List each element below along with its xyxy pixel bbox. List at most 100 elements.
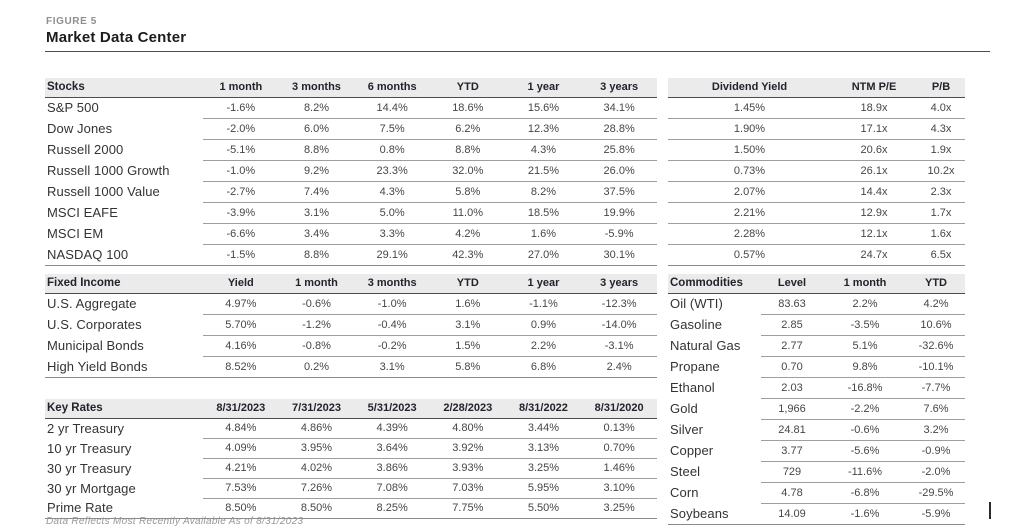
cell-value: 8.25% (354, 498, 430, 519)
row-label: U.S. Corporates (47, 317, 142, 332)
cell-value: 1.45% (668, 97, 831, 119)
table-row: 30 yr Treasury 4.21% 4.02% 3.86% 3.93% 3.25% 1… (45, 458, 657, 479)
column-header: 3 years (581, 274, 657, 294)
cell-value: -16.8% (823, 377, 907, 399)
cell-value: 5.1% (823, 335, 907, 357)
table-row: 0.57% 24.7x 6.5x (668, 244, 965, 266)
cell-value: 3.2% (907, 419, 965, 441)
cell-value: -1.6% (203, 97, 279, 119)
table-header-row: Commodities Level 1 month YTD (668, 274, 965, 294)
cell-value: -29.5% (907, 482, 965, 504)
cell-value: -1.1% (505, 293, 582, 315)
row-label: Silver (670, 422, 704, 437)
cell-value: 2.85 (761, 314, 823, 336)
cell-value: 6.5x (917, 244, 965, 266)
cell-value: 2.2% (823, 293, 907, 315)
cell-value: 1.9x (917, 139, 965, 161)
valuation-table: Dividend Yield NTM P/E P/B 1.45% 18.9x 4.0x 1… (668, 78, 965, 266)
cell-value: 10.6% (907, 314, 965, 336)
cell-value: 8.50% (278, 498, 355, 519)
table-row: Russell 1000 Value -2.7% 7.4% 4.3% 5.8% 8.2% 3… (45, 181, 657, 203)
cell-value: 14.09 (761, 503, 823, 525)
cell-value: 7.4% (278, 181, 355, 203)
table-row: 2.21% 12.9x 1.7x (668, 202, 965, 224)
table-row: Dow Jones -2.0% 6.0% 7.5% 6.2% 12.3% 28.8% (45, 118, 657, 140)
cell-value: -2.2% (823, 398, 907, 420)
row-label: Corn (670, 485, 699, 500)
cell-value: -0.8% (278, 335, 355, 357)
cell-value: 3.95% (278, 438, 355, 459)
table-row: Soybeans 14.09 -1.6% -5.9% (668, 503, 965, 525)
row-label: MSCI EM (47, 226, 104, 241)
cell-value: 5.95% (505, 478, 582, 499)
cell-value: 12.1x (831, 223, 917, 245)
cell-value: 2.4% (581, 356, 657, 378)
cell-value: 4.16% (203, 335, 279, 357)
table-row: U.S. Corporates 5.70% -1.2% -0.4% 3.1% 0.9% -1… (45, 314, 657, 336)
cell-value: -2.0% (203, 118, 279, 140)
cell-value: 1.6% (429, 293, 506, 315)
cell-value: -7.7% (907, 377, 965, 399)
table-row: Gold 1,966 -2.2% 7.6% (668, 398, 965, 420)
column-header: 8/31/2022 (505, 399, 582, 419)
table-row: 2.07% 14.4x 2.3x (668, 181, 965, 203)
cell-value: 3.1% (429, 314, 506, 336)
cell-value: 4.84% (203, 418, 279, 439)
table-row: Steel 729 -11.6% -2.0% (668, 461, 965, 483)
column-header: 1 month (823, 274, 907, 294)
table-row: NASDAQ 100 -1.5% 8.8% 29.1% 42.3% 27.0% 30.1% (45, 244, 657, 266)
cell-value: 2.2% (505, 335, 582, 357)
table-row: Propane 0.70 9.8% -10.1% (668, 356, 965, 378)
column-header: Dividend Yield (668, 78, 831, 98)
table-title: Commodities (668, 274, 761, 294)
cell-value: 4.86% (278, 418, 355, 439)
cell-value: 4.78 (761, 482, 823, 504)
table-row: Russell 2000 -5.1% 8.8% 0.8% 8.8% 4.3% 25.8% (45, 139, 657, 161)
row-label: Oil (WTI) (670, 296, 723, 312)
row-label: Russell 2000 (47, 142, 124, 157)
cell-value: 8.8% (278, 244, 355, 266)
table-row: Prime Rate 8.50% 8.50% 8.25% 7.75% 5.50% 3.25% (45, 498, 657, 519)
cell-value: 14.4% (354, 97, 430, 119)
cell-value: 0.70 (761, 356, 823, 378)
column-header: 7/31/2023 (278, 399, 355, 419)
cell-value: 3.25% (581, 498, 657, 519)
cell-value: -14.0% (581, 314, 657, 336)
row-label: High Yield Bonds (45, 356, 203, 378)
cell-value: 2.21% (668, 202, 831, 224)
table-row: Silver 24.81 -0.6% 3.2% (668, 419, 965, 441)
column-header: YTD (429, 78, 506, 98)
cell-value: 15.6% (505, 97, 582, 119)
cell-value: 24.81 (761, 419, 823, 441)
table-header-row: Key Rates 8/31/2023 7/31/2023 5/31/2023 2/28… (45, 399, 657, 419)
column-header: 8/31/2020 (581, 399, 657, 419)
cell-value: 0.9% (505, 314, 582, 336)
row-label: 30 yr Treasury (47, 460, 132, 476)
table-row: Russell 1000 Growth -1.0% 9.2% 23.3% 32.0% 21… (45, 160, 657, 182)
table-row: Oil (WTI) 83.63 2.2% 4.2% (668, 293, 965, 315)
cell-value: -0.2% (354, 335, 430, 357)
cell-value: -1.0% (354, 293, 430, 315)
row-label: Ethanol (670, 380, 715, 395)
cell-value: 3.86% (354, 458, 430, 479)
table-row: 0.73% 26.1x 10.2x (668, 160, 965, 182)
fixed-income-table: Fixed Income Yield 1 month 3 months YTD 1 yea… (45, 274, 657, 378)
cell-value: 7.75% (429, 498, 506, 519)
cell-value: 11.0% (429, 202, 506, 224)
column-header: 1 month (278, 274, 355, 294)
cell-value: 3.93% (429, 458, 506, 479)
cell-value: 37.5% (581, 181, 657, 203)
table-title: Fixed Income (45, 274, 203, 294)
cell-value: 26.0% (581, 160, 657, 182)
cell-value: 26.1x (831, 160, 917, 182)
row-label: 2 yr Treasury (47, 420, 125, 436)
column-header: 6 months (354, 78, 430, 98)
table-title: Key Rates (45, 399, 203, 419)
row-label: Copper (670, 443, 714, 458)
table-row: 2 yr Treasury 4.84% 4.86% 4.39% 4.80% 3.44% 0.… (45, 418, 657, 439)
cell-value: 29.1% (354, 244, 430, 266)
cell-value: 18.9x (831, 97, 917, 119)
cell-value: -10.1% (907, 356, 965, 378)
column-header: YTD (907, 274, 965, 294)
cell-value: 2.28% (668, 223, 831, 245)
